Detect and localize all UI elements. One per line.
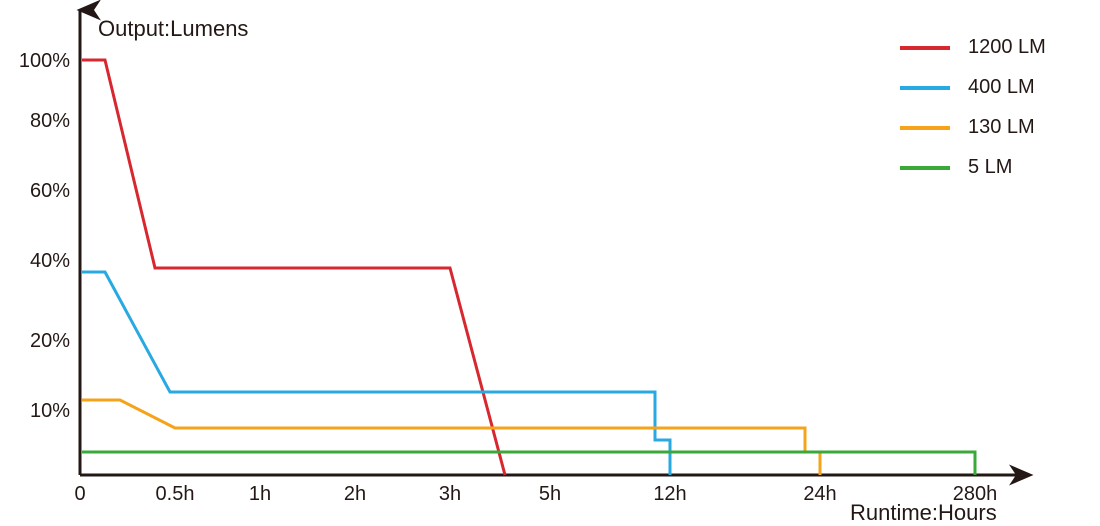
x-tick-label: 1h [249,483,271,505]
legend-label: 130 LM [968,116,1035,138]
y-tick-label: 10% [30,400,70,422]
legend-swatch [900,126,950,130]
y-tick-label: 20% [30,330,70,352]
y-tick-label: 80% [30,110,70,132]
series-line [82,272,670,475]
x-tick-label: 3h [439,483,461,505]
series-line [82,400,820,475]
legend-swatch [900,166,950,170]
legend-label: 400 LM [968,76,1035,98]
legend-label: 1200 LM [968,36,1046,58]
chart-svg: Output:LumensRuntime:Hours100%80%60%40%2… [0,0,1100,526]
legend-swatch [900,86,950,90]
x-tick-label: 2h [344,483,366,505]
x-tick-label: 0 [74,483,85,505]
x-tick-label: 5h [539,483,561,505]
x-tick-label: 280h [953,483,998,505]
series-line [82,452,975,475]
y-tick-label: 60% [30,180,70,202]
y-tick-label: 100% [19,50,70,72]
lumens-runtime-chart: Output:LumensRuntime:Hours100%80%60%40%2… [0,0,1100,526]
x-tick-label: 24h [803,483,836,505]
x-tick-label: 0.5h [156,483,195,505]
y-axis-title: Output:Lumens [98,16,248,41]
legend-label: 5 LM [968,156,1012,178]
x-tick-label: 12h [653,483,686,505]
legend-swatch [900,46,950,50]
y-tick-label: 40% [30,250,70,272]
